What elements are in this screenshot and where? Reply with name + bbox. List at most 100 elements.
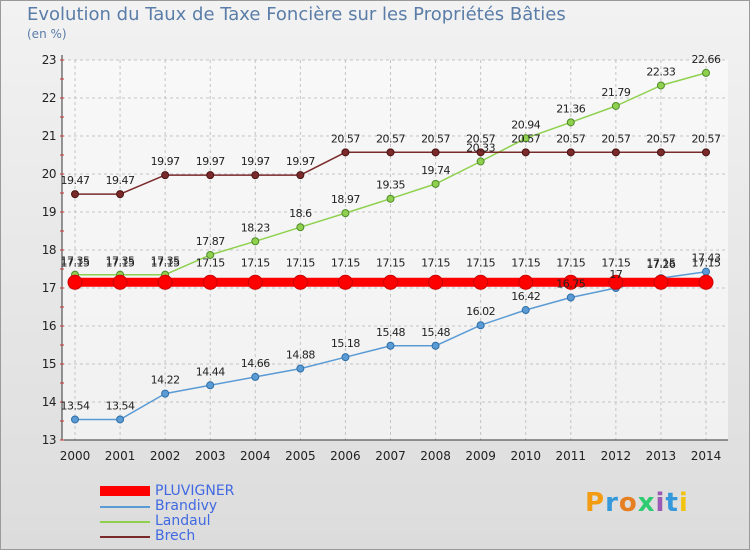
- x-tick-label: 2002: [150, 449, 181, 463]
- data-label-brandivy: 13.54: [61, 399, 90, 412]
- data-point-brandivy: [206, 381, 215, 390]
- legend-item-pluvigner: PLUVIGNER: [100, 483, 320, 500]
- data-point-pluvigner: [337, 274, 353, 290]
- data-label-pluvigner: 17.15: [106, 256, 135, 269]
- data-point-pluvigner: [473, 274, 489, 290]
- data-point-pluvigner: [518, 274, 534, 290]
- legend: PLUVIGNER Brandivy Landaul Brech: [100, 483, 320, 545]
- data-label-pluvigner: 17.15: [196, 256, 225, 269]
- legend-swatch-pluvigner: [100, 486, 150, 496]
- data-point-brech: [206, 171, 215, 180]
- data-label-brech: 19.47: [106, 174, 135, 187]
- x-tick-label: 2007: [375, 449, 406, 463]
- x-tick-label: 2014: [691, 449, 722, 463]
- logo-letter: o: [618, 488, 638, 518]
- data-label-brandivy: 14.22: [151, 374, 180, 387]
- data-label-landaul: 19.35: [376, 179, 405, 192]
- data-label-brech: 20.57: [376, 132, 405, 145]
- data-label-brech: 19.97: [196, 155, 225, 168]
- data-label-brech: 20.57: [331, 132, 360, 145]
- data-point-pluvigner: [428, 274, 444, 290]
- data-label-brandivy: 15.48: [376, 326, 405, 339]
- data-label-brech: 20.57: [692, 132, 721, 145]
- chart-title: Evolution du Taux de Taxe Foncière sur l…: [27, 4, 566, 25]
- data-point-landaul: [251, 237, 260, 246]
- data-label-landaul: 17.35: [151, 255, 180, 268]
- data-label-landaul: 22.66: [692, 53, 721, 66]
- data-label-brech: 20.57: [601, 132, 630, 145]
- legend-item-brech: Brech: [100, 528, 320, 545]
- data-point-brech: [341, 148, 350, 157]
- data-point-pluvigner: [653, 274, 669, 290]
- data-point-pluvigner: [608, 274, 624, 290]
- data-point-landaul: [566, 118, 575, 127]
- data-point-brech: [611, 148, 620, 157]
- data-label-pluvigner: 17.15: [286, 256, 315, 269]
- data-label-brech: 20.57: [556, 132, 585, 145]
- data-label-landaul: 19.74: [421, 164, 450, 177]
- data-label-landaul: 20.94: [511, 118, 540, 131]
- data-label-landaul: 20.33: [466, 141, 495, 154]
- data-label-brandivy: 13.54: [106, 399, 135, 412]
- data-label-brech: 19.97: [241, 155, 270, 168]
- data-point-brandivy: [161, 389, 170, 398]
- data-label-pluvigner: 17.15: [466, 256, 495, 269]
- y-tick-label: 19: [42, 205, 56, 219]
- data-point-landaul: [611, 101, 620, 110]
- data-point-brandivy: [71, 415, 79, 424]
- data-point-brech: [161, 171, 170, 180]
- data-label-brandivy: 16.42: [511, 290, 540, 303]
- y-tick-label: 21: [42, 129, 56, 143]
- data-point-brech: [386, 148, 395, 157]
- data-point-brech: [702, 148, 710, 157]
- y-tick-label: 17: [42, 281, 56, 295]
- data-label-pluvigner: 17.15: [376, 256, 405, 269]
- data-point-brech: [476, 148, 485, 157]
- data-point-brandivy: [386, 341, 395, 350]
- data-point-brech: [431, 148, 440, 157]
- legend-item-brandivy: Brandivy: [100, 498, 320, 515]
- y-axis-unit: (en %): [27, 27, 67, 41]
- x-tick-label: 2012: [601, 449, 632, 463]
- data-label-pluvigner: 17.15: [511, 256, 540, 269]
- legend-swatch-landaul: [100, 521, 150, 523]
- data-point-pluvigner: [247, 274, 263, 290]
- x-tick-label: 2004: [240, 449, 271, 463]
- logo-letter: x: [637, 488, 656, 518]
- data-point-pluvigner: [563, 274, 579, 290]
- data-point-brech: [71, 190, 79, 199]
- legend-label: Landaul: [155, 513, 211, 529]
- data-label-landaul: 22.33: [646, 65, 675, 78]
- data-point-brech: [521, 148, 530, 157]
- data-label-brandivy: 16.02: [466, 305, 495, 318]
- data-point-brandivy: [251, 372, 260, 381]
- data-point-pluvigner: [383, 274, 398, 290]
- x-tick-label: 2011: [556, 449, 587, 463]
- data-point-brandivy: [431, 341, 440, 350]
- data-label-pluvigner: 17.15: [241, 256, 270, 269]
- y-tick-label: 23: [42, 53, 56, 67]
- y-tick-label: 15: [42, 357, 56, 371]
- y-tick-label: 13: [42, 433, 56, 447]
- x-tick-label: 2009: [465, 449, 496, 463]
- y-tick-label: 22: [42, 91, 56, 105]
- y-tick-label: 14: [42, 395, 56, 409]
- data-point-brech: [656, 148, 665, 157]
- data-label-pluvigner: 17.15: [692, 256, 721, 269]
- data-label-brandivy: 14.88: [286, 349, 315, 362]
- data-label-landaul: 18.6: [289, 207, 312, 220]
- data-label-brandivy: 17.26: [646, 258, 675, 271]
- logo-letter: i: [655, 488, 666, 518]
- data-label-brandivy: 15.18: [331, 337, 360, 350]
- x-tick-label: 2008: [420, 449, 451, 463]
- data-label-landaul: 17.87: [196, 235, 225, 248]
- data-label-brech: 20.57: [466, 132, 495, 145]
- data-point-landaul: [656, 81, 665, 90]
- data-label-pluvigner: 17.15: [556, 256, 585, 269]
- data-point-brandivy: [296, 364, 305, 373]
- data-point-landaul: [431, 179, 440, 188]
- data-point-landaul: [702, 68, 710, 77]
- data-label-brech: 19.47: [61, 174, 90, 187]
- data-label-landaul: 21.36: [556, 102, 585, 115]
- y-tick-label: 20: [42, 167, 56, 181]
